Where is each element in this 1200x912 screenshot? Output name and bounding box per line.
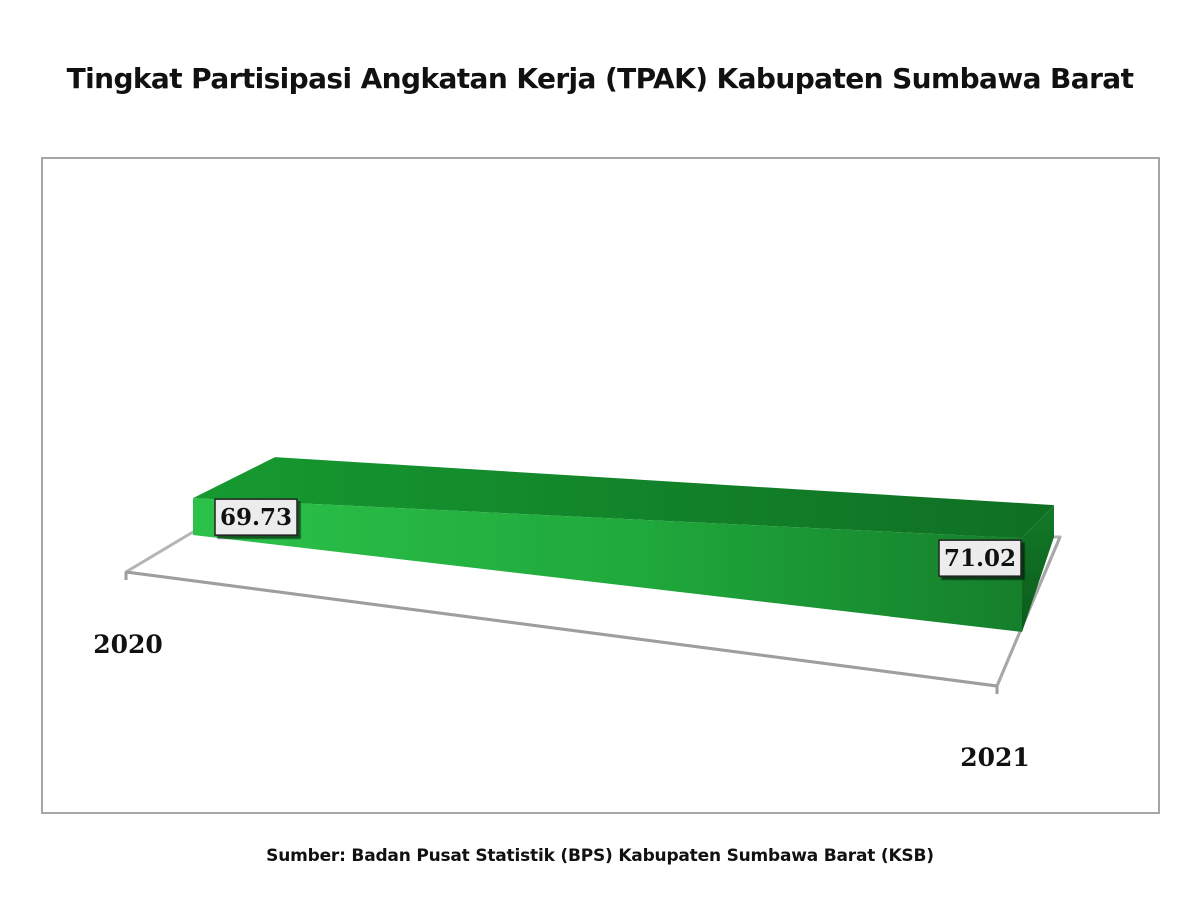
series-tpak — [193, 457, 1054, 632]
source-note: Sumber: Badan Pusat Statistik (BPS) Kabu… — [266, 846, 934, 866]
area-front-face — [193, 498, 1022, 632]
data-label-text: 71.02 — [944, 545, 1016, 572]
data-label-text: 69.73 — [220, 504, 292, 531]
data-label-box — [938, 539, 1022, 577]
data-label-box — [214, 498, 298, 536]
category-label-2020: 2020 — [93, 630, 163, 659]
data-label-2021: 71.02 — [938, 539, 1022, 577]
floor-edge-front — [125, 570, 998, 688]
chart-title: Tingkat Partisipasi Angkatan Kerja (TPAK… — [66, 62, 1134, 95]
data-label-2020: 69.73 — [214, 498, 298, 536]
category-label-2021: 2021 — [960, 743, 1030, 772]
area-top-face — [193, 457, 1054, 539]
area-side-face — [1022, 505, 1054, 632]
